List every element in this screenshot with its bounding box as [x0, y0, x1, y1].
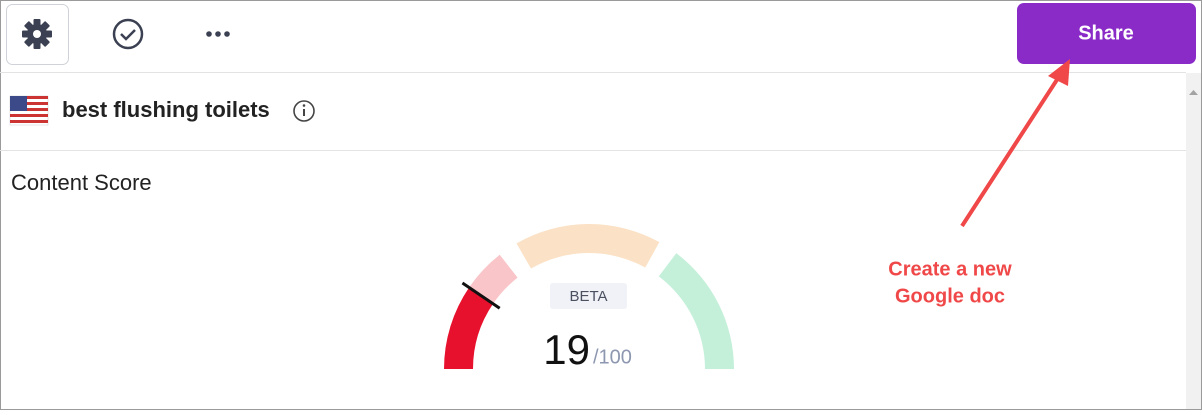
share-label[interactable]: Share — [1078, 22, 1134, 44]
annotation-line: Create a new — [888, 258, 1012, 280]
score-max: /100 — [593, 346, 632, 368]
section-title: Content Score — [11, 170, 152, 195]
share-button[interactable]: Share — [1017, 3, 1196, 64]
gauge — [444, 223, 734, 369]
settings-button[interactable] — [6, 4, 69, 65]
badge — [550, 283, 627, 309]
keyword: best flushing toilets — [62, 97, 270, 122]
scrollbar[interactable] — [1186, 73, 1201, 409]
annotation-line: Google doc — [895, 285, 1005, 307]
annotation-arrow — [960, 59, 1070, 228]
score-needle — [461, 281, 501, 310]
badge-label: BETA — [569, 288, 607, 305]
score-value: 19 — [543, 326, 590, 373]
more-button[interactable] — [206, 31, 230, 37]
scroll-up[interactable] — [1189, 90, 1198, 95]
us-flag — [9, 95, 49, 126]
gauge-segment — [469, 254, 518, 304]
info-icon[interactable] — [293, 100, 315, 122]
check-button[interactable] — [112, 18, 144, 50]
gauge-segment — [516, 223, 660, 269]
gauge-segment — [444, 287, 494, 369]
gauge-segment — [658, 253, 734, 369]
